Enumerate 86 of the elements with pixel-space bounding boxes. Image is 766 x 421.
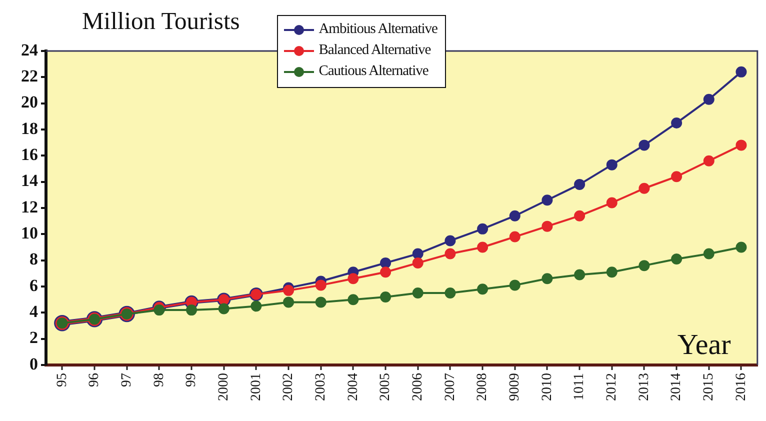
x-tick-label: 2000 [216,373,232,401]
y-tick-label: 2 [30,328,38,348]
x-axis-title: Year [677,329,731,362]
x-tick-label: 2003 [314,373,329,401]
x-tick-label: 2013 [636,373,652,401]
y-tick-label: 16 [21,145,38,164]
point [444,235,456,246]
x-tick-label: 2007 [442,373,458,401]
y-tick-label: 8 [30,250,38,269]
x-tick-label: 2008 [475,373,490,401]
point [736,140,747,151]
point [574,178,586,190]
point [671,254,682,265]
point [477,284,488,295]
point [348,294,359,306]
point [638,182,650,194]
y-axis-title: Million Tourists [82,8,240,36]
point [412,288,424,299]
point [606,266,618,278]
x-tick-label: 2002 [281,373,296,401]
point [606,159,618,170]
y-tick-label: 4 [30,302,38,322]
point [315,280,326,291]
y-tick-label: 20 [21,92,38,112]
point [380,266,392,278]
point [444,248,456,260]
point [509,280,520,291]
point [186,304,198,316]
x-tick-label: 98 [152,373,167,387]
point [671,117,682,128]
x-tick-label: 2012 [604,373,620,401]
point [380,291,392,302]
point [444,288,456,299]
point [703,155,714,166]
point [671,171,682,182]
point [283,284,294,296]
x-tick-label: 2010 [540,373,555,401]
x-tick-label: 2016 [734,373,749,401]
point [606,197,618,208]
x-tick-label: 2001 [248,373,264,401]
point [574,269,586,280]
point [542,194,553,206]
point [509,210,520,222]
y-tick-label: 14 [21,171,38,190]
point [218,303,230,314]
point [380,257,392,268]
legend-label: Balanced Alternative [318,42,431,59]
x-tick-label: 2004 [346,373,361,401]
point [477,223,488,234]
point [542,220,553,232]
x-tick-label: 2015 [702,373,717,401]
point [736,242,747,253]
y-tick-label: 6 [30,276,38,295]
y-tick-label: 18 [21,118,38,138]
point [574,210,586,222]
point [638,140,650,151]
point [154,304,165,316]
point [703,94,714,105]
point [703,248,714,260]
y-tick-label: 12 [21,197,38,216]
point [412,248,424,260]
x-tick-label: 2014 [669,373,684,401]
point [250,300,262,312]
x-tick-label: 9009 [508,373,523,401]
y-tick-label: 24 [21,40,38,60]
point [315,296,326,308]
legend-label: Cautious Alternative [318,63,428,80]
point [412,257,424,268]
legend-label: Ambitious Alternative [318,21,438,38]
y-tick-label: 10 [21,224,38,243]
point [542,273,553,284]
point [348,273,359,284]
y-tick-label: 0 [30,354,38,374]
x-tick-label: 2006 [410,373,426,401]
x-tick-label: 95 [54,373,70,387]
point [477,242,488,253]
point [509,231,520,242]
point [283,296,294,308]
y-tick-label: 22 [21,66,38,86]
point [736,66,747,78]
x-tick-label: 99 [184,373,200,387]
x-tick-label: 97 [120,373,135,387]
x-tick-label: 1011 [572,373,588,400]
x-tick-label: 2005 [378,373,394,401]
point [638,260,650,272]
x-tick-label: 96 [87,373,102,387]
